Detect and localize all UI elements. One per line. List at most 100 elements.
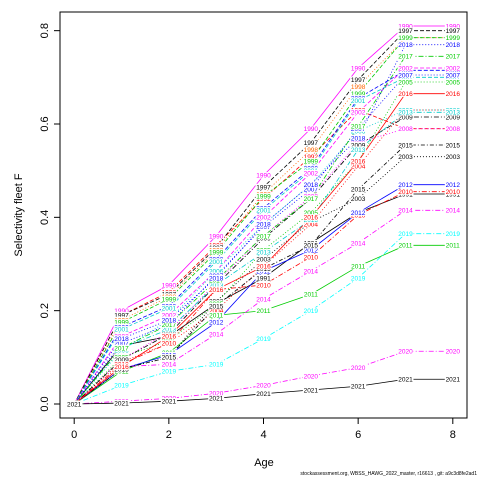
point-label-2001: 2001 [209, 259, 224, 266]
point-label-2018: 2018 [162, 317, 177, 324]
point-label-2019: 2019 [162, 369, 177, 376]
point-label-bg [350, 274, 367, 282]
point-label-bg [208, 232, 225, 240]
point-label-bg [255, 263, 272, 270]
point-label-2014: 2014 [256, 296, 271, 303]
point-label-2020: 2020 [209, 391, 224, 398]
point-label-2021: 2021 [304, 387, 319, 394]
point-label-bg [160, 326, 177, 333]
point-label-bg [208, 281, 225, 289]
point-label-bg [444, 78, 461, 86]
point-label-bg [397, 53, 414, 60]
point-label-2021: 2021 [209, 396, 224, 403]
point-label-1990: 1990 [351, 65, 366, 72]
point-label-2014: 2014 [398, 208, 413, 215]
point-label-bg [397, 242, 414, 249]
point-label-bg [397, 113, 414, 121]
point-label-bg [208, 286, 225, 293]
point-label-bg [208, 302, 225, 310]
point-label-2007: 2007 [114, 341, 129, 348]
point-label-2017: 2017 [398, 54, 413, 61]
series-line-2004 [73, 109, 453, 405]
point-label-bg [397, 71, 414, 79]
point-label-2011: 2011 [351, 264, 365, 271]
point-label-2014: 2014 [351, 240, 366, 247]
point-label-bg [160, 361, 177, 368]
point-label-bg [255, 295, 272, 303]
point-label-bg [160, 398, 177, 405]
point-label-bg [255, 214, 272, 221]
point-label-2010: 2010 [162, 341, 177, 348]
point-label-bg [350, 383, 367, 390]
point-label-bg [397, 125, 414, 132]
point-label-bg [302, 125, 319, 132]
point-label-2001: 2001 [114, 327, 129, 334]
y-axis: 0.0 0.2 0.4 0.6 0.8 [39, 23, 60, 412]
point-label-2017: 2017 [114, 345, 129, 352]
point-label-bg [444, 230, 461, 237]
point-label-bg [350, 64, 367, 72]
point-label-2010: 2010 [304, 254, 319, 261]
point-label-2019: 2019 [256, 336, 271, 343]
point-label-2002: 2002 [398, 65, 413, 72]
point-label-bg [113, 307, 130, 314]
point-label-2017: 2017 [162, 322, 177, 329]
point-label-2009: 2009 [351, 142, 366, 149]
point-label-2010: 2010 [446, 189, 461, 196]
point-label-2015: 2015 [398, 142, 413, 149]
point-label-bg [255, 274, 272, 282]
point-label-bg [444, 71, 461, 79]
point-label-bg [302, 246, 319, 254]
x-tick-label: 6 [355, 429, 361, 441]
point-label-2019: 2019 [209, 362, 224, 369]
point-label-bg [302, 153, 319, 160]
point-label-1990: 1990 [398, 23, 413, 30]
x-tick-label: 0 [71, 429, 77, 441]
point-label-2005: 2005 [304, 210, 319, 217]
point-label-bg [255, 256, 272, 263]
point-label-1999: 1999 [446, 35, 461, 42]
point-label-2016: 2016 [446, 91, 461, 98]
point-label-1991: 1991 [256, 275, 271, 282]
point-label-bg [350, 97, 367, 104]
point-label-bg [255, 221, 272, 228]
point-label-bg [350, 109, 367, 116]
point-label-2017: 2017 [256, 233, 271, 240]
point-label-2010: 2010 [256, 282, 271, 289]
point-label-bg [350, 195, 367, 202]
point-label-bg [302, 214, 319, 221]
point-label-2006: 2006 [209, 268, 224, 275]
point-label-2013: 2013 [446, 110, 461, 117]
point-label-2001: 2001 [256, 208, 271, 215]
point-label-1997: 1997 [256, 184, 271, 191]
point-label-bg [302, 209, 319, 216]
point-label-1999: 1999 [114, 320, 129, 327]
point-label-bg [255, 307, 272, 314]
point-label-bg [350, 209, 367, 216]
point-label-bg [397, 348, 414, 355]
point-label-2013: 2013 [351, 147, 366, 154]
point-label-bg [113, 344, 130, 352]
point-label-1999: 1999 [256, 194, 271, 201]
point-label-bg [444, 181, 461, 188]
point-label-2018: 2018 [256, 222, 271, 229]
point-label-bg [350, 141, 367, 149]
point-label-bg [444, 90, 461, 97]
point-label-bg [397, 22, 414, 30]
y-tick-label: 0.2 [39, 303, 51, 318]
point-label-bg [444, 207, 461, 214]
y-tick-label: 0.6 [39, 116, 51, 131]
point-label-1990: 1990 [209, 233, 224, 240]
point-label-2002: 2002 [304, 170, 319, 177]
point-label-bg [444, 376, 461, 383]
point-label-layer: 1990199019901990199019901990199019901991… [66, 22, 461, 408]
point-label-2021: 2021 [398, 377, 413, 384]
point-label-2011: 2011 [398, 243, 412, 250]
point-label-bg [208, 307, 225, 314]
point-label-bg [302, 307, 319, 314]
point-label-2004: 2004 [209, 308, 224, 315]
point-label-2001: 2001 [162, 306, 177, 313]
point-label-2002: 2002 [351, 110, 366, 117]
point-label-bg [113, 326, 130, 333]
x-tick-label: 4 [260, 429, 266, 441]
